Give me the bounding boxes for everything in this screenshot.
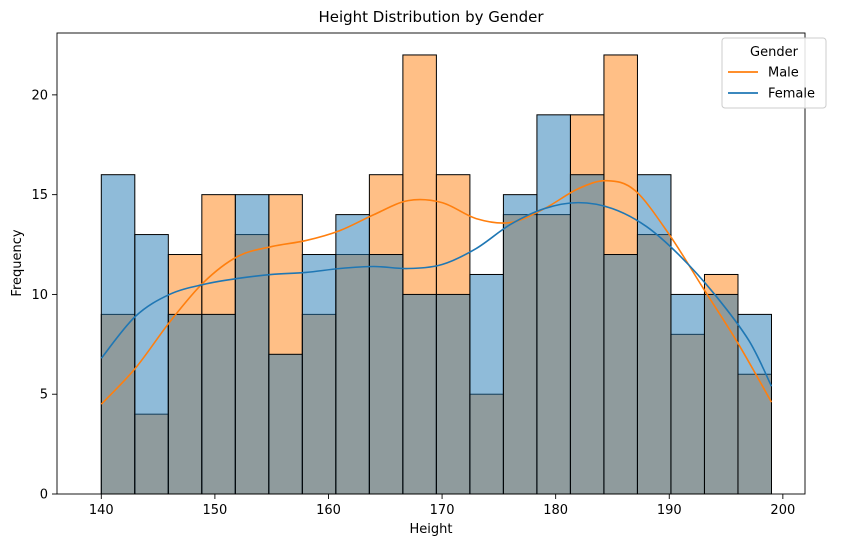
bar-female-11 — [469, 273, 504, 495]
bar-female-8 — [368, 254, 404, 495]
x-tick-label-160: 160 — [316, 503, 341, 518]
bar-female-9 — [402, 293, 437, 495]
bar-female-2 — [167, 313, 203, 495]
x-axis: 140 150 160 170 180 190 200 — [89, 494, 795, 518]
y-tick-label-0: 0 — [40, 488, 48, 503]
legend: Gender Male Female — [721, 37, 827, 109]
bar-female-0 — [100, 174, 136, 495]
bar-female-10 — [435, 293, 471, 495]
bar-female-5 — [268, 353, 303, 495]
y-tick-label-5: 5 — [40, 388, 48, 403]
y-tick-label-10: 10 — [31, 288, 48, 303]
y-tick-label-20: 20 — [31, 88, 48, 103]
bar-female-6 — [301, 254, 337, 495]
x-tick-label-140: 140 — [89, 503, 114, 518]
kde-line-female — [100, 201, 773, 387]
kde-layer — [100, 179, 773, 405]
x-tick-label-190: 190 — [657, 503, 682, 518]
y-tick-label-15: 15 — [31, 188, 48, 203]
bar-female-16 — [636, 174, 672, 495]
legend-entries: Male Female — [728, 66, 815, 102]
x-tick-label-170: 170 — [430, 503, 455, 518]
bar-female-3 — [201, 313, 236, 495]
x-tick-label-200: 200 — [770, 503, 795, 518]
x-axis-label: Height — [410, 522, 453, 537]
bar-female-18 — [703, 293, 739, 495]
legend-title: Gender — [750, 45, 799, 60]
y-axis-label: Frequency — [10, 229, 25, 296]
bar-female-4 — [234, 194, 270, 495]
bar-female-14 — [569, 174, 605, 495]
bars-layer — [100, 54, 772, 495]
x-tick-label-180: 180 — [543, 503, 568, 518]
plot-frame — [56, 32, 806, 495]
bar-female-7 — [335, 214, 370, 495]
legend-label-female: Female — [768, 87, 815, 102]
kde-line-male — [100, 179, 773, 405]
bar-female-17 — [670, 293, 705, 495]
bar-female-13 — [536, 114, 571, 495]
x-tick-label-150: 150 — [202, 503, 227, 518]
bar-female-15 — [603, 254, 638, 495]
legend-label-male: Male — [768, 66, 799, 81]
legend-box — [721, 37, 827, 109]
y-axis: 0 5 10 15 20 — [31, 88, 57, 503]
bar-female-12 — [502, 194, 538, 495]
bar-female-1 — [134, 234, 169, 495]
bar-female-19 — [737, 313, 772, 495]
chart-title: Height Distribution by Gender — [318, 8, 544, 26]
